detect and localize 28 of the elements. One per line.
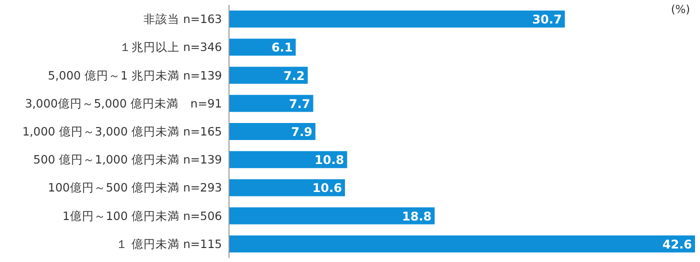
data-label: 18.8 xyxy=(402,209,432,224)
bar xyxy=(229,66,308,84)
bar xyxy=(229,179,345,196)
data-label: 42.6 xyxy=(662,237,692,252)
y-tick-label: 非該当 n=163 xyxy=(143,12,222,26)
data-label: 10.8 xyxy=(314,153,344,168)
y-tick-label: 1,000 億円～3,000 億円未満 n=165 xyxy=(22,124,222,138)
data-label: 7.9 xyxy=(291,125,312,139)
bar xyxy=(229,207,435,224)
bar xyxy=(229,235,695,252)
y-tick-label: 100億円～500 億円未満 n=293 xyxy=(48,180,222,195)
y-tick-label: １ 億円未満 n=115 xyxy=(116,236,222,251)
annotation: (%) xyxy=(670,3,690,16)
bar xyxy=(229,94,314,112)
y-tick-label: １兆円以上 n=346 xyxy=(119,40,222,54)
data-label: 30.7 xyxy=(532,12,562,27)
bar xyxy=(229,151,348,168)
y-tick-label: 5,000 億円～1 兆円未満 n=139 xyxy=(48,68,222,82)
y-tick-label: 1億円～100 億円未満 n=506 xyxy=(62,208,222,223)
data-label: 7.7 xyxy=(288,96,310,111)
data-label: 10.6 xyxy=(312,181,342,196)
data-label: 6.1 xyxy=(271,40,293,55)
bar xyxy=(229,38,296,56)
data-label: 7.2 xyxy=(283,68,305,83)
y-tick-label: 3,000億円～5,000 億円未満 n=91 xyxy=(24,96,222,110)
bar xyxy=(229,10,565,28)
bar xyxy=(229,123,316,140)
y-tick-label: 500 億円～1,000 億円未満 n=139 xyxy=(33,152,222,167)
